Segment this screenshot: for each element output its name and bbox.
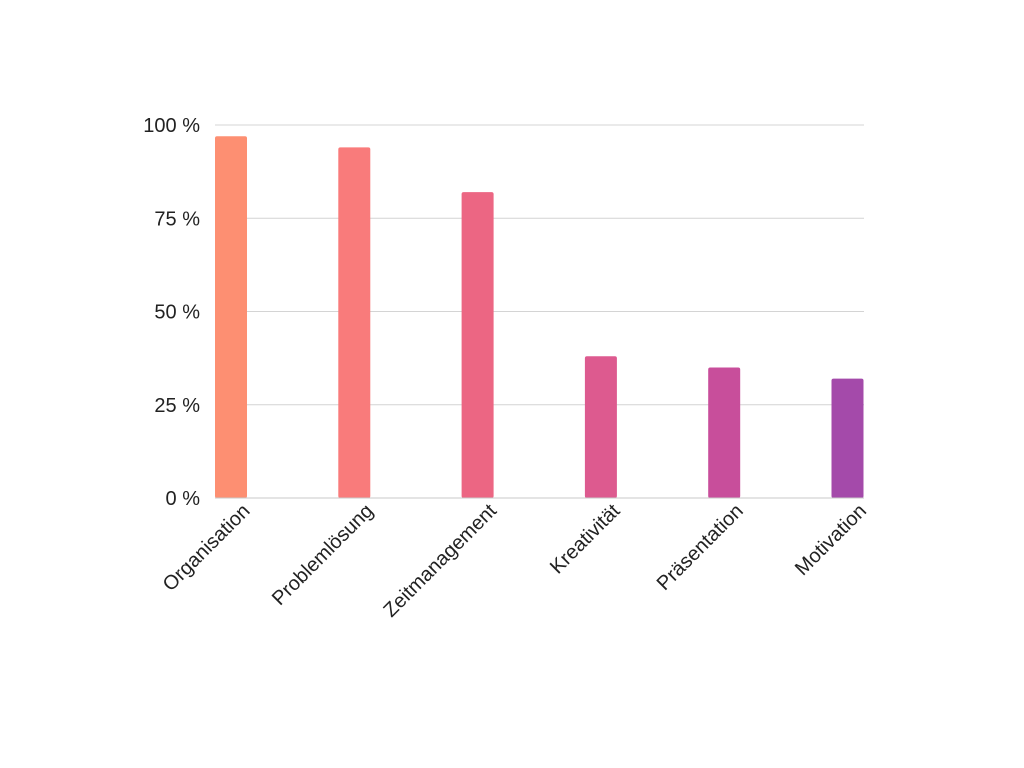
bar-kreativität — [584, 356, 617, 498]
x-tick-label: Motivation — [791, 500, 871, 580]
y-tick-label: 50 % — [154, 302, 200, 324]
x-axis-labels: Organisation Problemlösung Zeitmanagement K… — [159, 500, 871, 622]
x-tick-label: Präsentation — [653, 500, 748, 595]
bar-problemlösung — [338, 147, 371, 498]
y-axis-ticks: 0 % 25 % 50 % 75 % 100 % — [143, 115, 200, 510]
y-tick-label: 75 % — [154, 208, 200, 230]
bar-organisation — [215, 136, 247, 498]
y-tick-label: 100 % — [143, 115, 200, 137]
x-tick-label: Problemlösung — [268, 500, 378, 610]
bar-präsentation — [708, 367, 741, 498]
y-tick-label: 0 % — [166, 488, 201, 510]
grid-lines — [215, 124, 864, 406]
x-tick-label: Kreativität — [546, 500, 625, 579]
bar-zeitmanagement — [461, 192, 494, 498]
y-tick-label: 25 % — [154, 395, 200, 417]
bar-motivation — [831, 378, 864, 498]
x-tick-label: Zeitmanagement — [379, 500, 501, 622]
x-tick-label: Organisation — [159, 500, 255, 596]
bars — [215, 136, 864, 498]
